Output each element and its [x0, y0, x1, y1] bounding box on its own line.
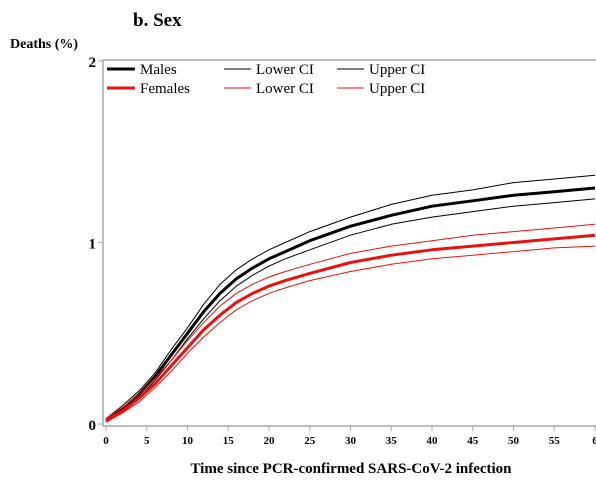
- x-tick-label: 0: [103, 435, 109, 447]
- x-tick-label: 5: [144, 435, 150, 447]
- legend-label: Upper CI: [369, 81, 425, 97]
- series-line-2: [105, 174, 596, 419]
- x-tick-label: 55: [549, 435, 561, 447]
- x-tick-label: 40: [427, 435, 439, 447]
- y-tick-label: 2: [89, 55, 97, 71]
- y-axis-label: Deaths (%): [10, 37, 78, 52]
- x-axis-label: Time since PCR-confirmed SARS-CoV-2 infe…: [190, 461, 512, 477]
- x-tick-label: 30: [345, 435, 357, 447]
- legend-label: Lower CI: [256, 81, 314, 97]
- legend-label: Lower CI: [256, 62, 314, 78]
- series-line-4: [105, 245, 596, 423]
- legend-label: Upper CI: [369, 62, 425, 78]
- series-line-5: [105, 223, 596, 420]
- x-tick-label: 25: [304, 435, 316, 447]
- series-line-3: [105, 233, 596, 422]
- y-tick-label: 0: [89, 418, 97, 434]
- legend-label: Males: [140, 62, 177, 78]
- legend-label: Females: [140, 81, 190, 97]
- x-tick-label: 20: [264, 435, 276, 447]
- x-tick-label: 50: [508, 435, 520, 447]
- x-tick-label: 15: [223, 435, 235, 447]
- y-tick-label: 1: [89, 237, 97, 253]
- panel-label: b. Sex: [133, 10, 182, 31]
- x-tick-label: 35: [386, 435, 398, 447]
- series-layer: [105, 174, 596, 423]
- x-tick-label: 10: [182, 435, 194, 447]
- legend: Males Lower CI Upper CI Females Lower CI Uppe…: [107, 62, 425, 97]
- series-line-1: [105, 198, 596, 423]
- series-line-0: [105, 186, 596, 422]
- x-tick-label: 45: [467, 435, 479, 447]
- x-tick-label: 6: [592, 435, 596, 447]
